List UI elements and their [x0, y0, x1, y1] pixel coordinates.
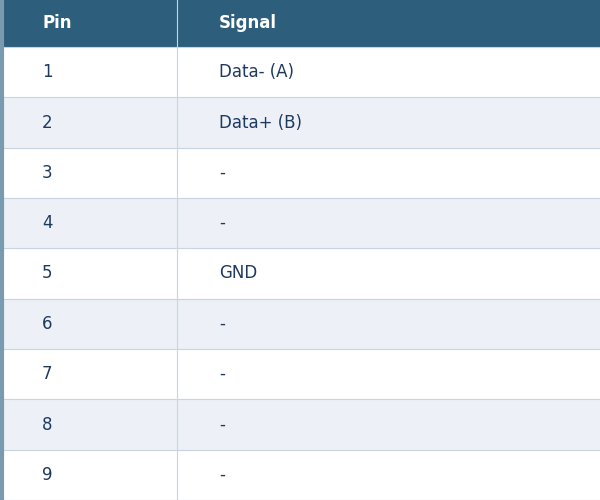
Bar	[0, 298, 600, 349]
Bar	[0, 450, 600, 500]
Text: 9: 9	[42, 466, 53, 484]
Text: -: -	[219, 365, 225, 383]
Bar	[0, 0, 600, 47]
Text: -: -	[219, 466, 225, 484]
Bar	[0, 198, 600, 248]
Text: 1: 1	[42, 63, 53, 81]
Bar	[0, 349, 600, 400]
Text: 6: 6	[42, 315, 53, 333]
Text: -: -	[219, 416, 225, 434]
Bar	[0, 148, 600, 198]
Text: 3: 3	[42, 164, 53, 182]
Text: 2: 2	[42, 114, 53, 132]
Text: Data- (A): Data- (A)	[219, 63, 294, 81]
Text: 4: 4	[42, 214, 53, 232]
Text: 5: 5	[42, 264, 53, 282]
Text: 7: 7	[42, 365, 53, 383]
Text: GND: GND	[219, 264, 257, 282]
Text: -: -	[219, 164, 225, 182]
Bar	[0, 400, 600, 450]
Text: -: -	[219, 214, 225, 232]
Bar	[0, 47, 600, 98]
Text: Pin: Pin	[42, 14, 71, 32]
Bar	[0, 98, 600, 148]
Text: Data+ (B): Data+ (B)	[219, 114, 302, 132]
Bar	[0, 248, 600, 298]
Text: 8: 8	[42, 416, 53, 434]
Text: -: -	[219, 315, 225, 333]
Text: Signal: Signal	[219, 14, 277, 32]
